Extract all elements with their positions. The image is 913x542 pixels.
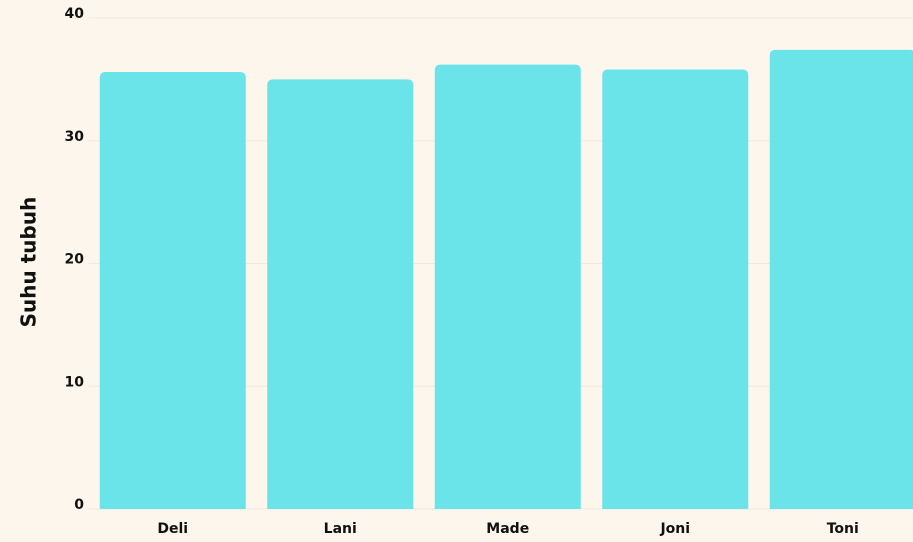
y-tick-label: 10 xyxy=(65,374,85,390)
x-tick-label: Deli xyxy=(157,521,188,537)
y-tick-label: 30 xyxy=(65,129,85,145)
y-tick-label: 0 xyxy=(74,497,84,513)
x-tick-label: Made xyxy=(486,521,529,537)
y-tick-label: 20 xyxy=(65,252,85,268)
x-tick-label: Lani xyxy=(324,521,357,537)
bar xyxy=(769,49,913,509)
y-axis-label: Suhu tubuh xyxy=(17,197,41,328)
bar xyxy=(267,79,414,509)
x-tick-label: Toni xyxy=(827,521,859,537)
bar xyxy=(99,72,246,509)
bar xyxy=(434,64,581,510)
bar xyxy=(602,69,749,510)
y-tick-label: 40 xyxy=(65,6,85,22)
x-tick-label: Joni xyxy=(659,521,690,537)
